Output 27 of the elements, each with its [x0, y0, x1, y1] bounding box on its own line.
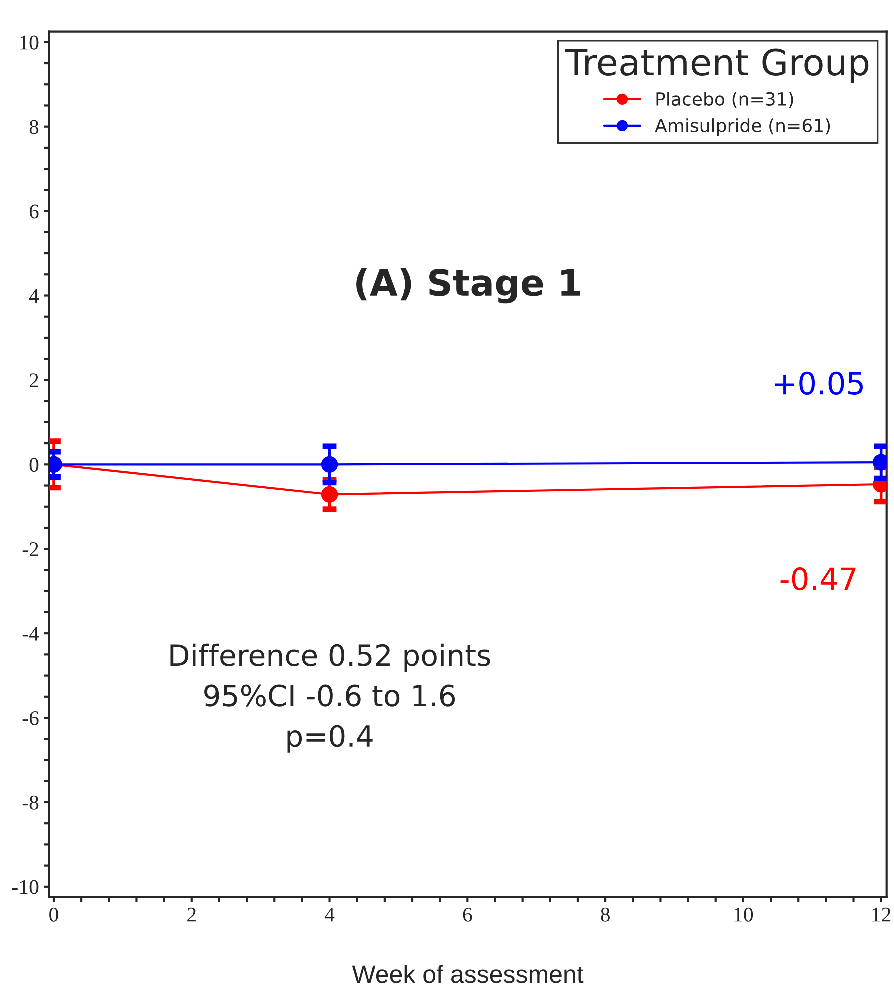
y-tick-label: 10	[20, 36, 39, 50]
x-tick-label: 4	[324, 908, 335, 922]
y-tick-label: -10	[12, 880, 39, 894]
annotation: -0.47	[780, 567, 856, 591]
y-tick-label: 2	[30, 374, 38, 388]
y-tick-label: 8	[30, 120, 39, 134]
x-tick-label: 6	[463, 908, 472, 922]
x-tick-label: 2	[188, 908, 196, 922]
legend-label: Placebo (n=31)	[656, 92, 794, 108]
x-tick-label: 10	[734, 908, 754, 922]
x-tick-label: 0	[50, 908, 58, 922]
y-tick-label: -6	[22, 711, 39, 726]
text: (A) Stage 1	[356, 268, 580, 304]
y-tick-label: -2	[22, 542, 38, 556]
y-tick-label: 6	[30, 204, 39, 219]
legend-label: Amisulpride (n=61)	[655, 118, 830, 136]
x-axis-title: Week of assessment	[352, 964, 584, 984]
legend-title: Treatment Group	[565, 48, 869, 84]
y-tick-label: 4	[29, 289, 40, 303]
y-tick-label: 0	[30, 458, 39, 472]
x-tick-label: 8	[601, 908, 610, 922]
annotation: Difference 0.52 points 95%CI -0.6 to 1.6 p=0.4	[170, 644, 490, 753]
x-tick-label: 12	[872, 908, 891, 922]
annotation: +0.05	[775, 372, 863, 396]
y-tick-label: -8	[22, 796, 39, 810]
point	[873, 454, 887, 471]
y-tick-label: -4	[22, 627, 40, 641]
